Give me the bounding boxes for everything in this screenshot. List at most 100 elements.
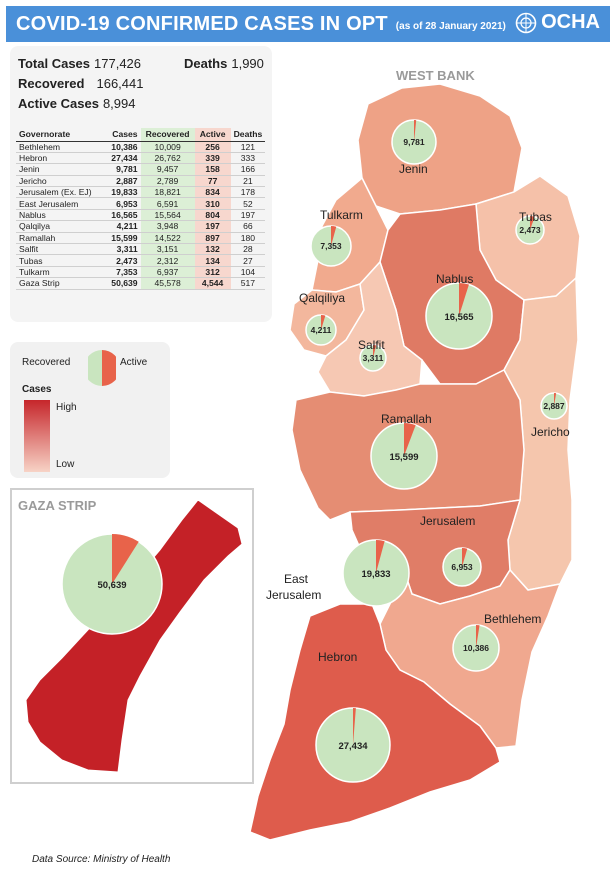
cell-recovered: 2,312 [140,254,195,267]
pie-value-label: 19,833 [361,569,390,580]
cell-governorate: Tubas [16,254,95,267]
pie-nablus: 16,565 [425,282,493,350]
header-banner: COVID-19 CONFIRMED CASES IN OPT (as of 2… [6,6,610,42]
date-subtitle: (as of 28 January 2021) [395,20,506,32]
pie-active-slice [353,708,356,745]
pie-salfit: 3,311 [359,344,387,372]
label-hebron: Hebron [318,650,358,664]
legend-pie-icon [88,350,116,386]
col-deaths: Deaths [230,128,266,142]
cell-deaths: 197 [230,209,266,222]
stats-panel: Total Cases 177,426 Recovered 166,441 Acti… [10,46,272,322]
label-east-jerusalem-line2: Jerusalem [266,588,322,602]
pie-active-slice [462,548,468,567]
recovered-label: Recovered [18,76,85,91]
table-row: Tubas 2,473 2,312 134 27 [16,254,266,267]
legend-low-label: Low [56,459,75,470]
pie-value-label: 16,565 [444,312,474,323]
cell-active: 4,544 [194,277,231,290]
table-row: Nablus 16,565 15,564 804 197 [16,209,266,222]
cell-recovered: 6,591 [140,197,195,210]
pie-value-label: 4,211 [311,325,332,335]
label-jerusalem: Jerusalem [420,514,476,528]
col-cases: Cases [94,128,141,142]
cell-governorate: Qalqilya [16,220,95,233]
label-nablus: Nablus [436,272,474,286]
pie-hebron: 27,434 [315,707,391,783]
table-row: Jerusalem (Ex. EJ) 19,833 18,821 834 178 [16,186,266,199]
table-row: Tulkarm 7,353 6,937 312 104 [16,266,266,279]
legend-cases-title: Cases [22,384,52,395]
label-jericho: Jericho [531,425,570,439]
pie-active-slice [404,423,416,456]
table-row: Salfit 3,311 3,151 132 28 [16,243,266,256]
cell-recovered: 3,151 [140,243,195,256]
cell-governorate: East Jerusalem [16,197,95,210]
table-row: Jenin 9,781 9,457 158 166 [16,163,266,176]
cell-cases: 6,953 [94,197,141,210]
pie-value-label: 2,887 [543,401,565,411]
label-jenin: Jenin [399,162,428,176]
cell-active: 134 [194,254,231,267]
cell-cases: 9,781 [94,163,141,176]
cell-governorate: Gaza Strip [16,277,95,290]
gaza-inset: GAZA STRIP [10,488,254,784]
gaza-title: GAZA STRIP [18,498,97,513]
table-row: Qalqilya 4,211 3,948 197 66 [16,220,266,233]
pie-value-label: 9,781 [403,137,425,147]
table-row: Hebron 27,434 26,762 339 333 [16,152,266,165]
cell-deaths: 28 [230,243,266,256]
pie-active-slice [554,393,557,406]
pie-active-slice [376,540,385,573]
cell-cases: 7,353 [94,266,141,279]
cell-cases: 27,434 [94,152,141,165]
table-body: Bethlehem 10,386 10,009 256 121 Hebron 27,434 2… [16,141,266,290]
pie-active-slice [373,345,377,358]
active-value: 8,994 [102,96,136,111]
deaths-value: 1,990 [231,56,264,71]
cell-cases: 15,599 [94,232,141,245]
data-source: Data Source: Ministry of Health [32,854,171,865]
cell-recovered: 45,578 [140,277,195,290]
cell-cases: 50,639 [94,277,141,290]
cell-active: 158 [194,163,231,176]
pie-east-jerusalem: 6,953 [442,547,482,587]
cell-deaths: 104 [230,266,266,279]
legend-gradient-bar [24,400,50,472]
cell-deaths: 517 [230,277,266,290]
cell-recovered: 14,522 [140,232,195,245]
cell-governorate: Ramallah [16,232,95,245]
table-row: Gaza Strip 50,639 45,578 4,544 517 [16,277,266,290]
cell-recovered: 6,937 [140,266,195,279]
cell-recovered: 10,009 [140,141,195,153]
pie-value-label: 10,386 [463,643,489,653]
active-label: Active Cases [18,96,99,111]
cell-governorate: Jericho [16,175,95,188]
pie-bethlehem: 10,386 [452,624,500,672]
cell-deaths: 333 [230,152,266,165]
pie-active-slice [530,216,535,230]
label-ramallah: Ramallah [381,412,432,426]
pie-tubas: 2,473 [515,215,545,245]
cell-governorate: Hebron [16,152,95,165]
cell-deaths: 66 [230,220,266,233]
col-governorate: Governorate [16,128,95,142]
cell-governorate: Tulkarm [16,266,95,279]
recovered-value: 166,441 [96,76,144,91]
table-row: Jericho 2,887 2,789 77 21 [16,175,266,188]
ocha-logo: OCHA [515,11,600,34]
cell-active: 834 [194,186,231,199]
table-header-row: Governorate Cases Recovered Active Death… [16,128,266,142]
ocha-logo-text: OCHA [541,11,600,33]
un-emblem-icon [515,12,537,33]
cell-deaths: 27 [230,254,266,267]
region-jenin [357,83,523,215]
pie-jericho: 2,887 [540,392,568,420]
summary-block: Total Cases 177,426 Recovered 166,441 Acti… [18,54,264,114]
cell-active: 312 [194,266,231,279]
legend-recovered-label: Recovered [22,357,71,368]
cell-cases: 16,565 [94,209,141,222]
label-tulkarm: Tulkarm [320,208,363,222]
cell-governorate: Jerusalem (Ex. EJ) [16,186,95,199]
